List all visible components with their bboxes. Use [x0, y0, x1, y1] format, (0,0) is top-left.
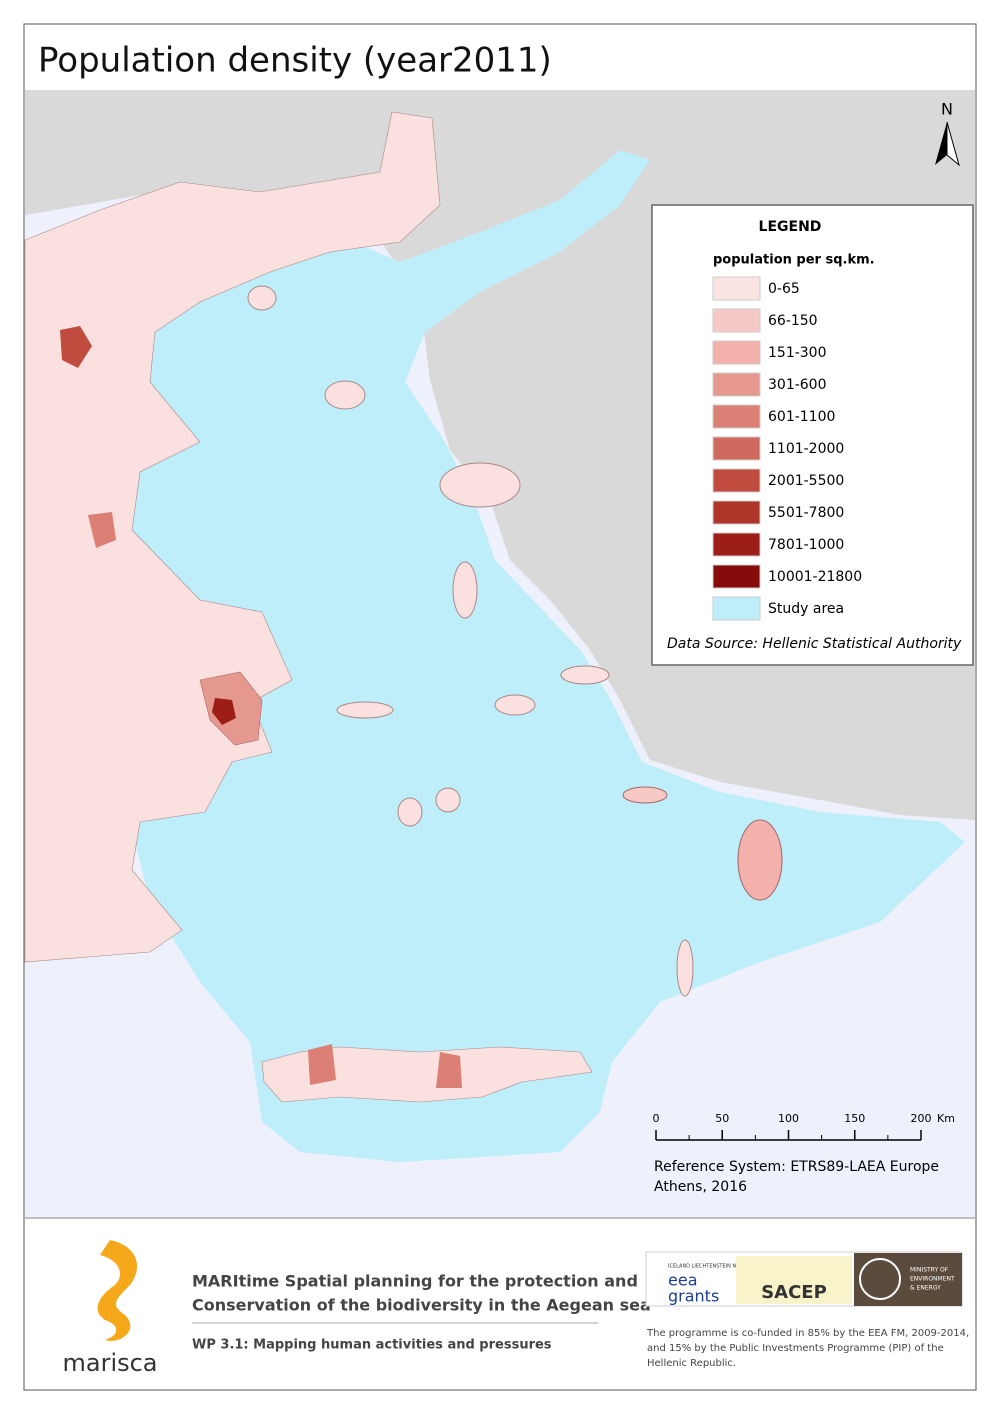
- study-area: [100, 150, 965, 1162]
- scale-label: 0: [653, 1112, 660, 1125]
- scale-label: 150: [844, 1112, 865, 1125]
- island: [676, 939, 694, 997]
- legend-swatch: [712, 436, 761, 461]
- legend-swatch: [712, 404, 761, 429]
- district: [60, 326, 92, 368]
- legend-label: 1101-2000: [768, 441, 844, 457]
- legend-label: 2001-5500: [768, 473, 844, 489]
- island: [261, 1046, 593, 1103]
- island: [560, 665, 610, 685]
- footer: marisca MARItime Spatial planning for th…: [62, 1240, 969, 1377]
- island: [247, 285, 277, 311]
- mainland: [24, 111, 441, 963]
- island: [324, 380, 366, 410]
- legend-title: LEGEND: [759, 219, 822, 235]
- district: [308, 1044, 336, 1085]
- legend-label: 151-300: [768, 345, 827, 361]
- island: [435, 787, 461, 813]
- seahorse-logo: [97, 1240, 138, 1341]
- island: [622, 786, 668, 804]
- scale-label: 50: [715, 1112, 729, 1125]
- cofunding: Hellenic Republic.: [647, 1358, 736, 1369]
- scale-unit: Km: [937, 1112, 955, 1125]
- legend-label: Study area: [768, 601, 844, 617]
- legend-swatch: [712, 532, 761, 557]
- ministry-text: ENVIRONMENT: [910, 1276, 955, 1283]
- legend-swatch: [712, 564, 761, 589]
- eea-logo: grants: [668, 1287, 719, 1306]
- data-source: Data Source: Hellenic Statistical Author…: [667, 636, 962, 652]
- legend-swatch: [712, 372, 761, 397]
- north-arrow: N: [935, 100, 960, 167]
- ministry-emblem: [859, 1258, 901, 1300]
- island: [737, 819, 783, 901]
- legend-swatch: [712, 500, 761, 525]
- ministry-text: & ENERGY: [910, 1285, 941, 1292]
- island: [494, 694, 536, 716]
- legend-subtitle: population per sq.km.: [713, 253, 875, 268]
- legend-label: 601-1100: [768, 409, 835, 425]
- legend-label: 10001-21800: [768, 569, 862, 585]
- eea-small: ICELAND LIECHTENSTEIN NORWAY: [668, 1264, 755, 1270]
- reference: Athens, 2016: [654, 1179, 747, 1195]
- island: [397, 797, 423, 827]
- legend-label: 301-600: [768, 377, 827, 393]
- legend-label: 66-150: [768, 313, 818, 329]
- scale-label: 100: [778, 1112, 799, 1125]
- map: N LEGEND population per sq.km. Data Sour…: [24, 90, 975, 1218]
- cofunding: and 15% by the Public Investments Progra…: [647, 1343, 944, 1354]
- logo-text: marisca: [62, 1349, 157, 1377]
- district: [212, 698, 236, 725]
- legend-label: 7801-1000: [768, 537, 844, 553]
- legend-box: [651, 204, 974, 666]
- legend-label: 5501-7800: [768, 505, 844, 521]
- island: [452, 561, 478, 619]
- reference: Reference System: ETRS89-LAEA Europe: [654, 1159, 939, 1175]
- legend-swatch: [712, 468, 761, 493]
- legend-swatch: [712, 276, 761, 301]
- ministry-text: MINISTRY OF: [910, 1267, 949, 1274]
- north-label: N: [941, 100, 953, 119]
- title: Population density (year2011): [38, 41, 552, 81]
- district: [88, 512, 116, 548]
- cofunding: The programme is co-funded in 85% by the…: [646, 1328, 969, 1339]
- sacep-bg: [736, 1256, 852, 1304]
- project-line: Conservation of the biodiversity in the …: [192, 1296, 651, 1315]
- island: [336, 701, 394, 719]
- district: [436, 1052, 462, 1088]
- island: [439, 462, 521, 508]
- eea-logo: eea: [668, 1271, 698, 1290]
- sacep-logo: SACEP: [761, 1282, 827, 1303]
- legend-swatch: [712, 596, 761, 621]
- legend-swatch: [712, 308, 761, 333]
- scale-label: 200: [911, 1112, 932, 1125]
- project-line: MARItime Spatial planning for the protec…: [192, 1272, 638, 1291]
- legend-swatch: [712, 340, 761, 365]
- legend-label: 0-65: [768, 281, 800, 297]
- wp-label: WP 3.1: Mapping human activities and pre…: [192, 1338, 552, 1353]
